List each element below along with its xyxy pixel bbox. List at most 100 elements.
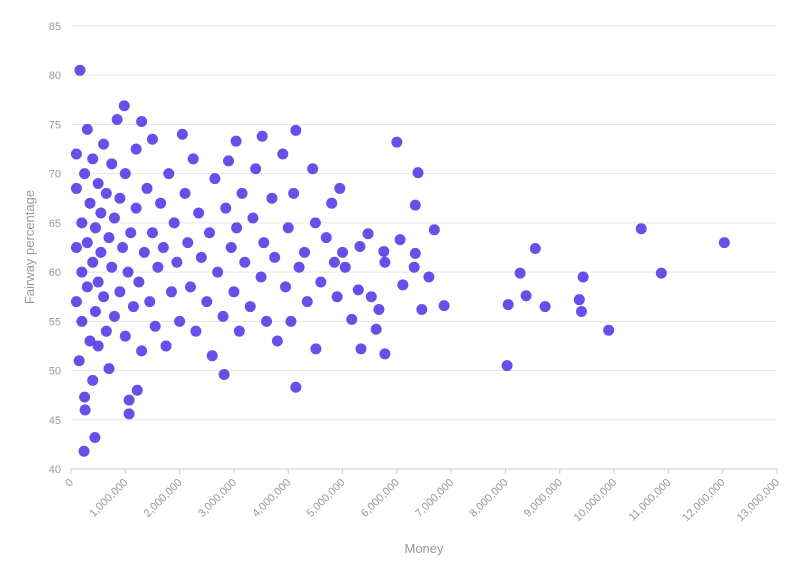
x-tick-label: 3,000,000: [196, 477, 239, 520]
x-tick-label: 9,000,000: [522, 477, 565, 520]
point: [131, 384, 143, 396]
x-tick-label: 0: [63, 477, 76, 490]
point: [87, 153, 99, 165]
point: [409, 247, 421, 259]
point: [293, 261, 305, 273]
x-tick-label: 11,000,000: [627, 477, 674, 524]
point: [373, 304, 385, 316]
point: [269, 251, 281, 263]
point: [379, 256, 391, 268]
point: [290, 124, 302, 136]
point: [379, 348, 391, 360]
x-tick-label: 6,000,000: [359, 477, 402, 520]
point: [70, 296, 82, 308]
point: [310, 343, 322, 355]
point: [89, 222, 101, 234]
point: [228, 286, 240, 298]
point: [378, 245, 390, 257]
point: [78, 445, 90, 457]
point: [123, 408, 135, 420]
point: [326, 197, 338, 209]
point: [157, 242, 169, 253]
point: [280, 281, 292, 293]
point: [70, 182, 82, 194]
point: [130, 143, 142, 155]
point: [108, 310, 120, 322]
point: [114, 286, 126, 298]
point: [203, 227, 215, 239]
point: [250, 163, 262, 175]
point: [130, 202, 142, 214]
point: [193, 207, 205, 219]
point: [74, 64, 86, 76]
point: [95, 207, 107, 219]
point: [428, 224, 440, 236]
x-tick-label: 2,000,000: [142, 477, 185, 520]
point: [416, 304, 428, 316]
y-tick-label: 45: [49, 415, 61, 427]
point: [577, 271, 589, 283]
point: [70, 242, 82, 253]
x-tick-label: 8,000,000: [467, 477, 510, 520]
point: [575, 305, 587, 317]
point: [258, 237, 270, 249]
point: [155, 197, 167, 209]
point: [218, 368, 230, 380]
point: [236, 187, 248, 199]
point: [412, 167, 424, 179]
x-tick-label: 13,000,000: [735, 477, 782, 524]
point: [119, 330, 131, 342]
point: [212, 266, 224, 278]
point: [125, 227, 137, 239]
point: [87, 374, 99, 386]
point: [119, 168, 131, 180]
point: [409, 199, 421, 211]
point: [179, 187, 191, 199]
x-axis-title: Money: [404, 541, 444, 556]
point: [573, 294, 585, 306]
point: [79, 391, 91, 403]
point: [149, 320, 161, 332]
y-tick-label: 40: [49, 464, 61, 476]
point: [136, 115, 148, 127]
point: [122, 266, 134, 278]
point: [514, 267, 526, 279]
point: [165, 286, 177, 298]
point: [320, 232, 332, 244]
point: [244, 301, 256, 313]
point: [111, 114, 123, 126]
point: [76, 266, 88, 278]
point: [307, 163, 319, 175]
point: [106, 158, 118, 170]
point: [92, 276, 104, 288]
x-tick-label: 1,000,000: [87, 477, 130, 520]
point: [352, 284, 364, 296]
point: [423, 271, 435, 283]
point: [256, 130, 268, 142]
point: [231, 222, 243, 234]
point: [195, 251, 207, 263]
point: [108, 212, 120, 224]
point: [89, 305, 101, 317]
point: [299, 246, 311, 258]
y-tick-label: 55: [49, 316, 61, 328]
point: [501, 360, 513, 372]
point: [76, 217, 88, 229]
point: [288, 187, 300, 199]
point: [171, 256, 183, 268]
point: [144, 296, 156, 308]
point: [136, 345, 148, 357]
point: [84, 197, 96, 209]
point: [89, 431, 101, 443]
point: [520, 290, 532, 302]
point: [370, 323, 382, 335]
point: [230, 135, 242, 147]
point: [362, 228, 374, 240]
point: [79, 404, 91, 416]
point: [354, 241, 366, 253]
point: [81, 281, 93, 293]
point: [133, 276, 145, 288]
point: [201, 296, 213, 308]
point: [87, 256, 99, 268]
